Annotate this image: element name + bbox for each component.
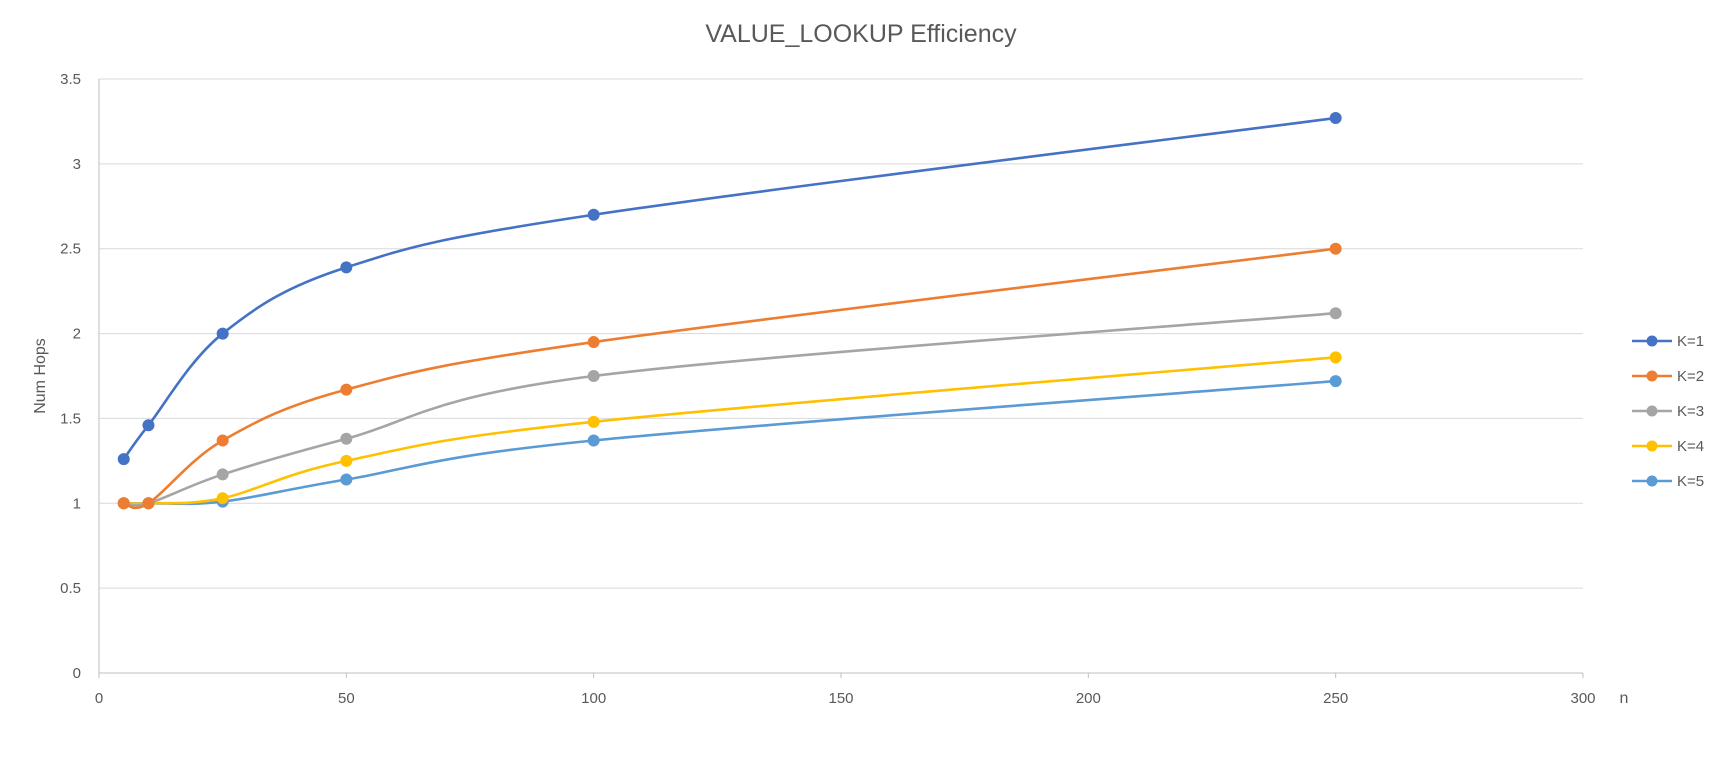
y-tick-label: 0 [73,665,81,682]
data-point [1329,112,1342,125]
legend-marker [1646,475,1658,487]
series-line-K=3 [123,311,1336,507]
series-line-K=5 [123,379,1336,506]
y-tick-label: 0.5 [60,580,81,597]
data-point [216,327,229,340]
legend-label: K=4 [1677,438,1704,455]
y-tick-label: 3 [73,156,81,173]
data-point [216,492,229,505]
y-tick-label: 2 [73,326,81,343]
data-point [1329,242,1342,255]
data-point [587,415,600,428]
y-tick-label: 1 [73,495,81,512]
chart-title: VALUE_LOOKUP Efficiency [705,20,1017,48]
x-tick-label: 150 [828,690,853,707]
legend-label: K=5 [1677,473,1704,490]
data-point [340,454,353,467]
x-tick-label: 300 [1570,690,1595,707]
legend-marker [1646,440,1658,452]
series-line-K=4 [123,356,1336,505]
legend-label: K=3 [1677,403,1704,420]
legend-label: K=1 [1677,333,1704,350]
x-tick-label: 50 [338,690,355,707]
data-point [340,261,353,274]
data-point [340,473,353,486]
data-point [1329,307,1342,320]
data-point [340,383,353,396]
data-point [587,208,600,221]
data-point [117,497,130,510]
data-point [1329,375,1342,388]
legend-label: K=2 [1677,368,1704,385]
legend-marker [1646,370,1658,382]
legend-marker [1646,405,1658,417]
x-tick-label: 250 [1323,690,1348,707]
series-line-K=1 [122,116,1336,460]
data-point [117,453,130,466]
data-point [587,370,600,382]
data-point [1329,351,1342,364]
data-point [587,434,600,447]
x-axis-title: n [1620,690,1629,707]
series-line-K=2 [123,247,1336,510]
data-point [216,434,229,447]
y-axis-title: Num Hops [32,338,49,414]
data-point [587,336,600,349]
x-tick-label: 100 [581,690,606,707]
data-point [340,432,353,445]
y-tick-label: 3.5 [60,71,81,88]
legend-marker [1646,335,1658,347]
data-point [142,497,155,510]
x-tick-label: 200 [1076,690,1101,707]
y-tick-label: 1.5 [60,410,81,427]
data-point [142,419,155,432]
data-point [216,468,229,481]
x-tick-label: 0 [95,690,103,707]
y-tick-label: 2.5 [60,241,81,258]
